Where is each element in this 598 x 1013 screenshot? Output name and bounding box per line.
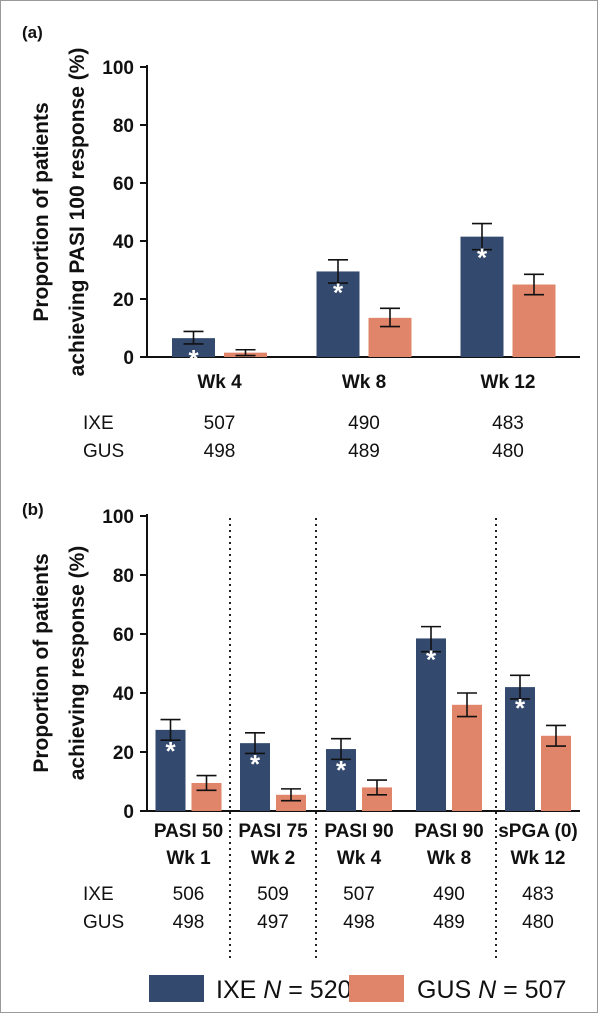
panel-b-y-tick-label: 40 bbox=[113, 684, 134, 705]
panel-b-y-tick-label: 60 bbox=[113, 625, 134, 646]
panel-b-n-value: 498 bbox=[343, 912, 375, 933]
panel-a-n-value: 489 bbox=[348, 441, 380, 462]
panel-b-significance-marker: * bbox=[426, 644, 437, 674]
panel-a-n-value: 498 bbox=[204, 441, 236, 462]
panel-b-x-tick-label: Wk 1 bbox=[166, 848, 211, 869]
panel-a-n-value: 480 bbox=[492, 441, 524, 462]
panel-b-significance-marker: * bbox=[165, 736, 176, 766]
panel-b-y-tick-label: 100 bbox=[102, 507, 134, 528]
panel-a-significance-marker: * bbox=[477, 243, 488, 273]
panel-b-n-value: 480 bbox=[522, 912, 554, 933]
panel-b-bar-ixe bbox=[240, 743, 270, 811]
panel-b-n-row-label: IXE bbox=[83, 884, 114, 905]
panel-b-bar-gus bbox=[541, 735, 571, 811]
panel-a-n-value: 490 bbox=[348, 413, 380, 434]
panel-b-n-value: 489 bbox=[433, 912, 465, 933]
panel-a-x-tick-label: Wk 4 bbox=[197, 372, 242, 393]
panel-b-n-value: 490 bbox=[433, 884, 465, 905]
panel-b-n-value: 506 bbox=[173, 884, 205, 905]
panel-b-x-tick-label: PASI 75 bbox=[238, 821, 308, 842]
panel-b-x-tick-label: PASI 90 bbox=[414, 821, 483, 842]
panel-b-bar-gus bbox=[362, 787, 392, 811]
panel-b-y-tick-label: 80 bbox=[113, 566, 134, 587]
panel-b-n-value: 497 bbox=[257, 912, 289, 933]
panel-a-n-value: 483 bbox=[492, 413, 524, 434]
panel-b-x-tick-label: Wk 8 bbox=[427, 848, 471, 869]
panel-a-y-tick-label: 80 bbox=[113, 116, 134, 137]
panel-a-label: (a) bbox=[22, 23, 43, 42]
panel-b-n-value: 509 bbox=[257, 884, 289, 905]
panel-b-n-value: 507 bbox=[343, 884, 375, 905]
legend-swatch-ixe bbox=[149, 975, 204, 1002]
panel-b-x-tick-label: sPGA (0) bbox=[498, 821, 578, 842]
panel-b-bar-gus bbox=[276, 794, 306, 811]
panel-b-n-value: 483 bbox=[522, 884, 554, 905]
panel-b-y-tick-label: 0 bbox=[123, 802, 134, 823]
panel-a-y-axis-title-line: achieving PASI 100 response (%) bbox=[66, 48, 89, 377]
legend-label-ixe: IXE N = 520 bbox=[216, 976, 352, 1004]
panel-a-significance-marker: * bbox=[333, 277, 344, 307]
panel-a-x-tick-label: Wk 8 bbox=[342, 372, 386, 393]
panel-b-x-tick-label: Wk 2 bbox=[251, 848, 295, 869]
legend-label-gus: GUS N = 507 bbox=[417, 976, 566, 1004]
panel-a-n-row-label: IXE bbox=[83, 413, 114, 434]
panel-a-y-tick-label: 60 bbox=[113, 174, 134, 195]
panel-b-significance-marker: * bbox=[336, 755, 347, 785]
panel-b-n-value: 498 bbox=[173, 912, 205, 933]
panel-a-y-tick-label: 20 bbox=[113, 290, 134, 311]
panel-b-x-tick-label: PASI 90 bbox=[324, 821, 393, 842]
panel-a-n-value: 507 bbox=[204, 413, 236, 434]
panel-a-y-tick-label: 0 bbox=[123, 348, 134, 369]
panel-b-bar-ixe bbox=[416, 638, 446, 811]
panel-b-bar-ixe bbox=[155, 729, 186, 811]
panel-b-n-row-label: GUS bbox=[83, 912, 124, 933]
panel-a-significance-marker: * bbox=[188, 344, 199, 374]
panel-b-significance-marker: * bbox=[515, 693, 526, 723]
panel-a-x-tick-label: Wk 12 bbox=[481, 372, 536, 393]
panel-b-y-axis-title-line: Proportion of patients bbox=[30, 553, 53, 772]
panel-b-bar-ixe bbox=[505, 687, 535, 811]
panel-b-y-axis-title-line: achieving response (%) bbox=[66, 546, 89, 781]
panel-a-y-tick-label: 100 bbox=[102, 58, 134, 79]
panel-a-bar-ixe bbox=[460, 236, 504, 357]
panel-b-x-tick-label: PASI 50 bbox=[154, 821, 223, 842]
panel-a-y-tick-label: 40 bbox=[113, 232, 134, 253]
panel-b-label: (b) bbox=[22, 500, 44, 519]
panel-a-n-row-label: GUS bbox=[83, 441, 124, 462]
panel-b-significance-marker: * bbox=[250, 749, 261, 779]
panel-a-bar-gus bbox=[512, 284, 556, 357]
legend-swatch-gus bbox=[349, 975, 404, 1002]
panel-b-x-tick-label: Wk 12 bbox=[511, 848, 566, 869]
panel-b-x-tick-label: Wk 4 bbox=[337, 848, 382, 869]
panel-a-bar-ixe bbox=[172, 338, 215, 357]
panel-b-bar-gus bbox=[452, 704, 482, 811]
panel-a-y-axis-title-line: Proportion of patients bbox=[30, 102, 53, 321]
panel-a-bar-ixe bbox=[316, 271, 360, 357]
panel-b-y-tick-label: 20 bbox=[113, 743, 134, 764]
